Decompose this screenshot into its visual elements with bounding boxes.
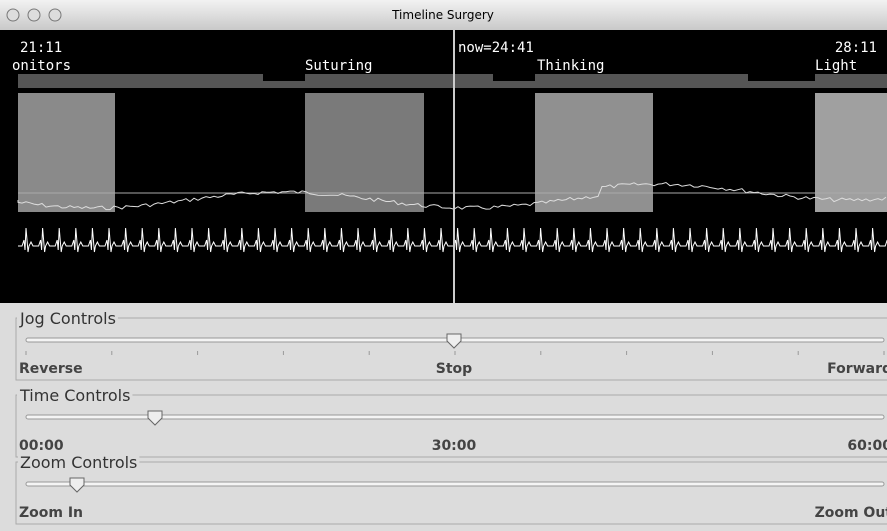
close-button[interactable] (6, 8, 20, 22)
group-box (15, 317, 887, 381)
slider-label: 30:00 (432, 438, 477, 454)
zoom-button[interactable] (48, 8, 62, 22)
title-backdrop (18, 453, 140, 472)
slider-label: 60:00 (847, 438, 887, 454)
title-bar (0, 0, 887, 30)
time-label: 21:11 (20, 40, 62, 56)
slider-label: Reverse (19, 361, 83, 377)
timeline[interactable] (0, 30, 887, 303)
slider-label: Forward (827, 361, 887, 377)
group-title: Zoom Controls (20, 453, 137, 472)
slider-label: Zoom Out (815, 505, 887, 521)
event-label: onitors (12, 58, 71, 74)
group-title: Jog Controls (19, 309, 116, 328)
signal-trace (17, 181, 887, 211)
slider-thumb[interactable] (446, 333, 462, 349)
group-box (15, 461, 887, 525)
video-frame (815, 93, 887, 212)
time-label: now=24:41 (458, 40, 534, 56)
event-label: Suturing (305, 58, 372, 74)
minimize-button[interactable] (27, 8, 41, 22)
event-gap (263, 74, 305, 81)
time-label: 28:11 (835, 40, 877, 56)
title-backdrop (17, 309, 118, 328)
slider-thumb[interactable] (69, 477, 85, 493)
event-gap (493, 74, 535, 81)
title-backdrop (17, 386, 133, 405)
event-gap (748, 74, 815, 81)
group-title: Time Controls (19, 386, 130, 405)
slider-label: 00:00 (19, 438, 64, 454)
event-label: Light (815, 58, 857, 74)
slider-track (25, 481, 885, 487)
slider-thumb[interactable] (147, 410, 163, 426)
event-bar (18, 74, 887, 88)
slider-label: Stop (436, 361, 472, 377)
video-frame (305, 93, 424, 212)
ecg-trace (18, 227, 887, 253)
event-label: Thinking (537, 58, 604, 74)
slider-track (25, 414, 885, 420)
group-box (15, 394, 887, 458)
slider-label: Zoom In (19, 505, 83, 521)
video-frame (535, 93, 653, 212)
window-title: Timeline Surgery (391, 8, 494, 22)
video-frame (18, 93, 115, 212)
